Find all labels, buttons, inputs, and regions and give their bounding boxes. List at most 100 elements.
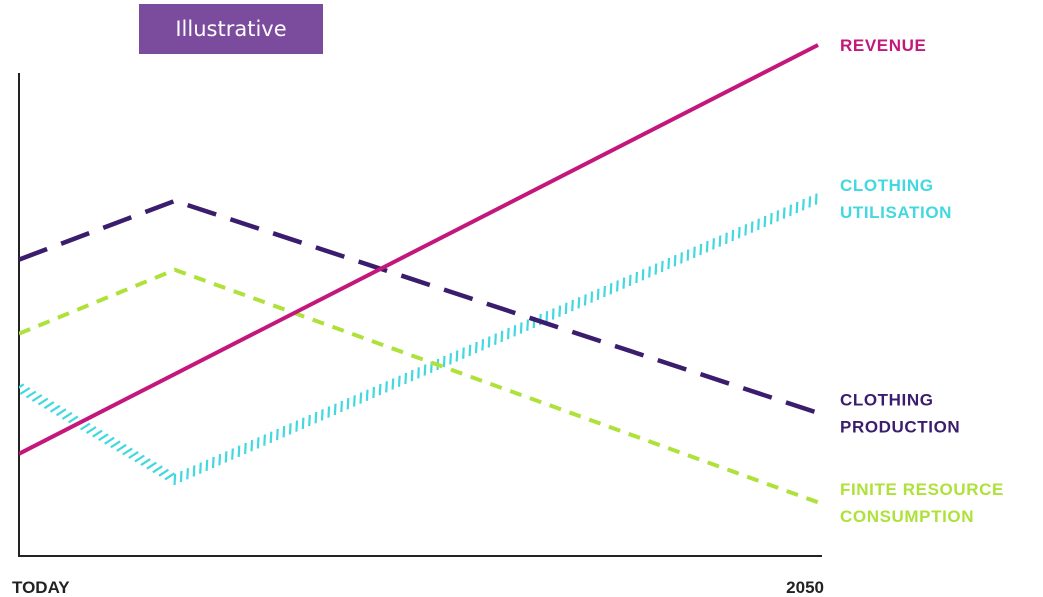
series-clothing-utilisation-hatch-mark <box>256 437 260 449</box>
series-clothing-utilisation-hatch-mark <box>757 218 760 230</box>
legend-label-clothing-production: CLOTHING PRODUCTION <box>840 390 960 436</box>
series-clothing-utilisation-hatch-mark <box>372 386 375 399</box>
series-clothing-utilisation-hatch-mark <box>705 241 709 253</box>
series-clothing-utilisation-hatch-mark <box>104 436 115 445</box>
legend-label-line: REVENUE <box>840 36 926 55</box>
series-clothing-utilisation-hatch-mark <box>712 238 715 250</box>
series-clothing-utilisation-hatch-mark <box>49 404 61 413</box>
series-clothing-utilisation-hatch-mark <box>68 415 79 424</box>
series-clothing-utilisation-hatch-mark <box>455 350 459 362</box>
series-clothing-utilisation-hatch-mark <box>641 269 645 281</box>
series-clothing-utilisation-hatch-mark <box>320 409 324 421</box>
series-clothing-utilisation-hatch-mark <box>564 302 568 315</box>
series-clothing-utilisation-hatch-mark <box>616 280 619 292</box>
x-tick-label-2050: 2050 <box>786 578 824 597</box>
series-clothing-utilisation-hatch-mark <box>308 414 311 427</box>
series-clothing-utilisation-hatch-mark <box>173 473 177 485</box>
series-clothing-utilisation-hatch-mark <box>417 367 420 379</box>
legend-label-revenue: REVENUE <box>840 36 926 55</box>
series-clothing-utilisation-hatch-mark <box>98 433 109 442</box>
series-clothing-utilisation-hatch-mark <box>468 344 472 357</box>
series-clothing-utilisation-hatch-mark <box>86 426 97 435</box>
series-clothing-utilisation-hatch-mark <box>693 246 696 258</box>
legend-label-line: CLOTHING <box>840 176 934 195</box>
series-clothing-utilisation-hatch-mark <box>146 461 157 470</box>
series-clothing-utilisation-hatch-mark <box>37 397 49 406</box>
series-clothing-utilisation-hatch-mark <box>513 325 517 337</box>
series-clothing-utilisation-hatch-mark <box>603 285 606 298</box>
series-clothing-utilisation-hatch-mark <box>186 468 189 480</box>
series-clothing-utilisation-hatch-mark <box>110 440 121 449</box>
series-clothing-utilisation-hatch-mark <box>462 347 465 359</box>
series-clothing-utilisation-hatch-mark <box>442 355 446 368</box>
series-clothing-utilisation-hatch-mark <box>250 440 254 452</box>
series-clothing-utilisation-hatch-mark <box>494 333 497 345</box>
series-clothing-utilisation-hatch-mark <box>731 229 735 242</box>
series-clothing-utilisation-hatch-mark <box>410 370 414 382</box>
series-clothing-utilisation-hatch-mark <box>179 470 183 483</box>
series-revenue-line <box>19 43 819 456</box>
series-finite-resource-consumption <box>19 267 819 505</box>
series-clothing-utilisation-hatch-mark <box>763 215 767 228</box>
series-clothing-utilisation-hatch-mark <box>680 252 683 264</box>
series-clothing-utilisation-hatch-mark <box>558 305 562 317</box>
series-clothing-utilisation-hatch-mark <box>474 341 478 354</box>
series-clothing-utilisation-hatch-mark <box>92 429 103 438</box>
legend-label-line: UTILISATION <box>840 203 952 222</box>
series-clothing-utilisation-hatch-mark <box>43 401 55 410</box>
series-clothing-utilisation-hatch-mark <box>481 339 485 351</box>
series-clothing-utilisation-hatch-mark <box>263 434 266 446</box>
series-clothing-utilisation-hatch-mark <box>353 395 356 407</box>
series-clothing-utilisation-hatch-mark <box>25 390 37 399</box>
illustrative-badge: Illustrative <box>139 4 323 54</box>
series-clothing-utilisation-hatch-mark <box>814 193 818 205</box>
series-clothing-utilisation-hatch-mark <box>551 308 555 320</box>
series-clothing-utilisation-hatch-mark <box>404 372 408 385</box>
series-clothing-utilisation-hatch-mark <box>134 454 145 463</box>
series-clothing-utilisation-hatch-mark <box>795 201 799 214</box>
series-clothing-utilisation-hatch-mark <box>152 465 163 474</box>
series-clothing-utilisation-hatch-mark <box>609 283 613 295</box>
illustrative-badge-label: Illustrative <box>175 17 286 41</box>
legend-label-finite-resource-consumption: FINITE RESOURCE CONSUMPTION <box>840 480 1004 526</box>
series-clothing-utilisation-hatch-mark <box>808 196 812 208</box>
series-clothing-utilisation-hatch-mark <box>276 428 279 441</box>
series-clothing-utilisation-hatch-mark <box>122 447 133 456</box>
x-tick-label-today: TODAY <box>12 578 70 597</box>
series-clothing-utilisation-hatch-mark <box>519 322 523 334</box>
series-clothing-utilisation-hatch-mark <box>314 412 318 424</box>
series-clothing-utilisation-hatch-mark <box>140 458 151 467</box>
series-clothing-utilisation-hatch-mark <box>654 263 658 275</box>
series-clothing-utilisation-hatch-mark <box>770 213 773 225</box>
legend-layer: REVENUE CLOTHING UTILISATION CLOTHING PRODUC… <box>840 36 1004 526</box>
series-clothing-utilisation-hatch-mark <box>449 353 452 365</box>
series-clothing-utilisation-hatch-mark <box>545 311 549 323</box>
series-clothing-utilisation-hatch-mark <box>346 398 350 410</box>
series-clothing-utilisation-hatch-mark <box>359 392 363 404</box>
series-clothing-utilisation-hatch-mark <box>737 227 741 239</box>
series-clothing-utilisation-hatch-mark <box>622 277 626 289</box>
series-clothing-utilisation-hatch-mark <box>333 403 337 415</box>
legend-label-line: FINITE RESOURCE <box>840 480 1004 499</box>
series-clothing-utilisation-hatch-mark <box>596 288 600 300</box>
series-clothing-utilisation-hatch-mark <box>744 224 748 236</box>
series-clothing-utilisation-hatch-mark <box>378 384 382 396</box>
x-tick-labels: TODAY 2050 <box>12 578 824 597</box>
series-clothing-utilisation-hatch-mark <box>158 468 169 477</box>
series-clothing-utilisation-hatch-mark <box>61 411 73 420</box>
series-clothing-utilisation-hatch-mark <box>391 378 395 390</box>
series-clothing-utilisation-hatch-mark <box>301 417 305 429</box>
series-clothing-utilisation-hatch-mark <box>673 255 677 267</box>
series-clothing-utilisation-hatch-mark <box>80 422 91 431</box>
series-clothing-utilisation-hatch-mark <box>397 375 401 387</box>
series-clothing-production-line <box>19 198 819 416</box>
series-clothing-production <box>19 198 819 416</box>
series-clothing-utilisation-hatch-mark <box>750 221 754 233</box>
series-clothing-utilisation-hatch-mark <box>667 257 671 270</box>
series-clothing-utilisation-hatch-mark <box>55 408 67 417</box>
series-clothing-utilisation-hatch-mark <box>571 299 574 312</box>
series-clothing-utilisation-hatch-mark <box>423 364 427 376</box>
series-clothing-utilisation-hatch-mark <box>583 294 587 306</box>
series-clothing-utilisation-hatch-mark <box>31 394 43 403</box>
series-clothing-utilisation-hatch-mark <box>19 383 25 389</box>
